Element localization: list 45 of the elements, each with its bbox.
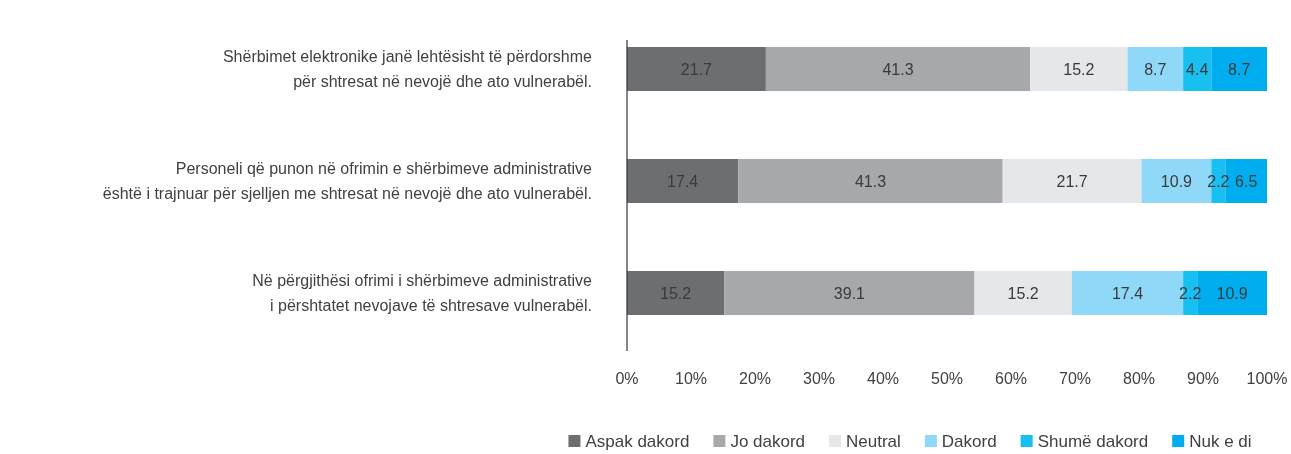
data-label: 41.3 [854,172,887,190]
x-tick-label: 30% [802,369,836,387]
x-tick-label: 40% [866,369,900,387]
data-label: 6.5 [1235,172,1258,190]
y-tick-label: Shërbimet elektronike janë lehtësisht të përdorshme për shtresat në nevojë dhe ato vulnerabël. [222,48,593,91]
legend-label: Jo dakord [730,431,806,451]
bar [1211,46,1267,92]
data-label: 21.7 [1056,172,1088,190]
data-label: 10.9 [1160,172,1193,190]
bar [1030,46,1128,92]
bar [627,270,725,316]
data-label: 17.4 [1111,284,1144,302]
bar [974,270,1072,316]
x-tick-label: 80% [1122,369,1156,387]
legend-label: Neutral [846,431,901,451]
bar [738,158,1003,204]
data-label: 4.4 [1186,60,1209,78]
x-tick-label: 60% [994,369,1028,387]
data-label: 15.2 [1007,284,1039,302]
x-tick-label: 50% [930,369,964,387]
legend-label: Shumë dakord [1037,431,1149,451]
bar [1002,158,1142,204]
x-tick-label: 0% [615,369,639,387]
x-tick-label: 10% [674,369,708,387]
x-tick-label: 90% [1186,369,1220,387]
bar [1127,46,1184,92]
data-label: 15.2 [1063,60,1095,78]
bar [1183,46,1212,92]
data-label: 41.3 [882,60,914,78]
bar [724,270,975,316]
data-label: 8.7 [1144,60,1167,78]
x-tick-label: 20% [738,369,772,387]
data-label: 39.1 [833,284,866,302]
data-label: 10.9 [1216,284,1248,302]
legend-label: Aspak dakord [585,431,690,451]
bar [627,46,766,92]
y-tick-label: Në përgjithësi ofrimi i shërbimeve administrative i përshtatet nevojave të shtresave vulnerabël. [252,272,593,315]
legend-label: Nuk e di [1189,431,1252,451]
x-tick-label: 100% [1246,369,1288,387]
x-tick-label: 70% [1058,369,1092,387]
bar [765,46,1031,92]
y-tick-label: Personeli që punon në ofrimin e shërbimeve administrative është i trajnuar për sjelljen me shtresat në nevojë dhe ato vulnerabël. [102,160,593,203]
legend-label: Dakord [941,431,997,451]
bar [627,158,739,204]
data-label: 8.7 [1228,60,1251,78]
